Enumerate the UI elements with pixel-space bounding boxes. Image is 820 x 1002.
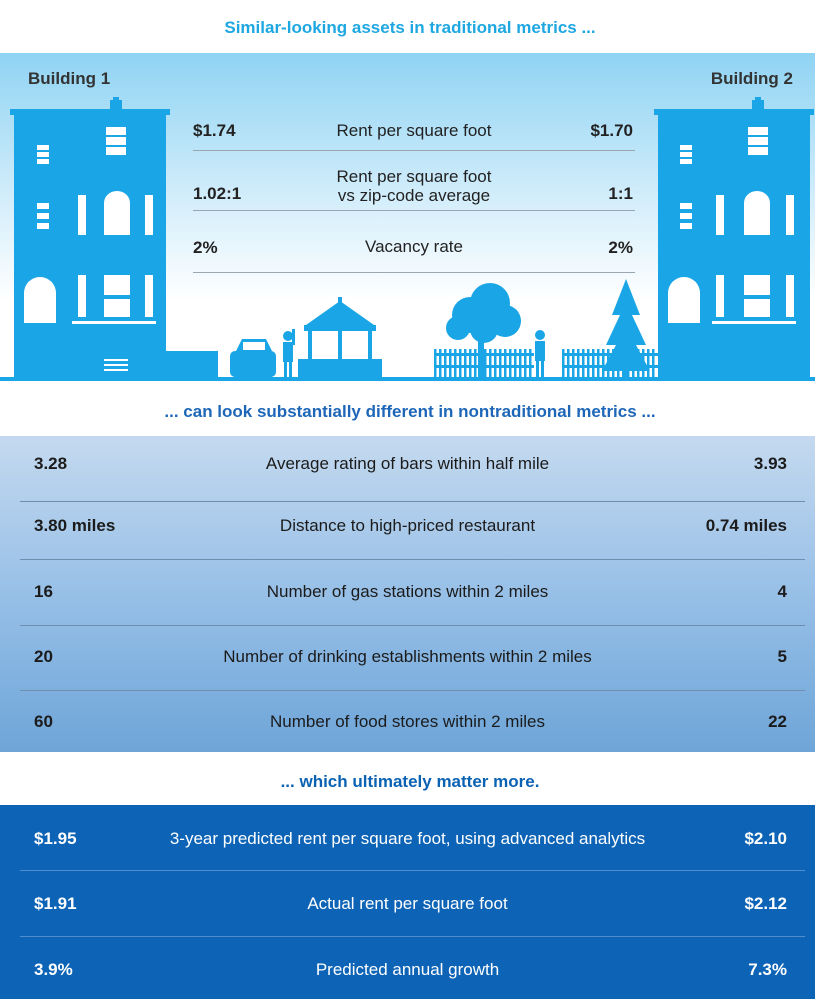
nontraditional-row: 20 Number of drinking establishments wit… xyxy=(20,625,805,691)
building-1-illustration xyxy=(10,97,170,379)
metric-label: Distance to high-priced restaurant xyxy=(279,516,536,535)
nontraditional-row: 3.80 miles Distance to high-priced resta… xyxy=(20,494,805,560)
car-illustration xyxy=(230,339,276,380)
fence-picket xyxy=(572,349,575,379)
building-2-value: 1:1 xyxy=(608,184,633,203)
building-2-illustration xyxy=(654,97,814,379)
fence-picket xyxy=(484,349,487,379)
tree-illustration xyxy=(446,283,521,379)
metric-label: Vacancy rate xyxy=(365,237,463,256)
fence-picket xyxy=(469,349,472,379)
fence-picket xyxy=(647,349,650,379)
nontraditional-metrics-section: 3.28 Average rating of bars within half … xyxy=(0,436,815,752)
metric-label: Predicted annual growth xyxy=(315,960,500,979)
building-1-value: 3.28 xyxy=(34,454,68,473)
fence-picket xyxy=(449,349,452,379)
building-2-value: $2.12 xyxy=(744,894,787,913)
fence-picket xyxy=(494,349,497,379)
predicted-row: $1.95 3-year predicted rent per square f… xyxy=(20,805,805,871)
building-1-value: 1.02:1 xyxy=(193,184,242,203)
fence-picket xyxy=(582,349,585,379)
fence-picket xyxy=(529,349,532,379)
nontraditional-row: 3.28 Average rating of bars within half … xyxy=(20,436,805,502)
ground-line xyxy=(0,377,815,381)
heading-conclusion: ... which ultimately matter more. xyxy=(280,772,540,791)
fence-picket xyxy=(524,349,527,379)
fence-picket xyxy=(514,349,517,379)
fence-picket xyxy=(434,349,437,379)
building-2-value: 3.93 xyxy=(753,454,787,473)
building-2-value: 5 xyxy=(777,647,787,666)
fence-picket xyxy=(587,349,590,379)
fence-picket xyxy=(439,349,442,379)
fence-picket xyxy=(519,349,522,379)
building-1-value: $1.74 xyxy=(193,121,236,140)
traditional-metrics-section: Building 1 Building 2 $1.74 Rent per squ… xyxy=(0,53,815,383)
fence-picket xyxy=(454,349,457,379)
traditional-row: $1.74 Rent per square foot $1.70 xyxy=(193,109,635,151)
standing-person-illustration xyxy=(535,330,545,379)
building-2-value: 4 xyxy=(777,582,787,601)
building-2-label: Building 2 xyxy=(710,69,793,88)
building-2-value: 22 xyxy=(768,712,787,731)
pine-tree-illustration xyxy=(602,279,650,379)
building-1-value: 2% xyxy=(193,238,218,257)
fence-picket xyxy=(444,349,447,379)
fence-picket xyxy=(602,349,605,379)
building-2-value: 0.74 miles xyxy=(705,516,787,535)
metric-label: Number of drinking establishments within… xyxy=(223,647,592,666)
building-2-value: $1.70 xyxy=(590,121,633,140)
building-2-value: 2% xyxy=(608,238,633,257)
fence-picket xyxy=(464,349,467,379)
fence-picket xyxy=(504,349,507,379)
metric-label: Number of food stores within 2 miles xyxy=(270,712,545,731)
metric-label-line-2: vs zip-code average xyxy=(337,186,491,205)
building-1-value: 3.80 miles xyxy=(34,516,116,535)
predicted-row: $1.91 Actual rent per square foot $2.12 xyxy=(20,871,805,937)
heading-nontraditional: ... can look substantially different in … xyxy=(164,402,656,421)
fence-picket xyxy=(509,349,512,379)
building-1-label: Building 1 xyxy=(28,69,111,88)
building-1-value: $1.91 xyxy=(34,894,77,913)
metric-label-line-1: Rent per square foot xyxy=(336,167,492,186)
person-illustration xyxy=(283,329,295,379)
fence-picket xyxy=(592,349,595,379)
fence-picket xyxy=(499,349,502,379)
metric-label: Rent per square foot xyxy=(336,121,492,140)
street-scene-illustration xyxy=(0,97,815,381)
predicted-metrics-section: $1.95 3-year predicted rent per square f… xyxy=(0,805,815,999)
nontraditional-row: 60 Number of food stores within 2 miles … xyxy=(20,691,805,756)
building-1-value: 16 xyxy=(34,582,53,601)
heading-traditional: Similar-looking assets in traditional me… xyxy=(224,18,596,37)
fence-picket xyxy=(652,349,655,379)
metric-label: Average rating of bars within half mile xyxy=(265,454,550,473)
gazebo-illustration xyxy=(298,297,382,379)
metric-label: Rent per square foot vs zip-code average xyxy=(273,167,555,205)
building-1-value: $1.95 xyxy=(34,829,77,848)
fence-picket xyxy=(562,349,565,379)
metric-label: 3-year predicted rent per square foot, u… xyxy=(169,829,646,848)
building-2-value: 7.3% xyxy=(748,960,787,979)
building-1-value: 60 xyxy=(34,712,53,731)
fence-picket xyxy=(577,349,580,379)
predicted-row: 3.9% Predicted annual growth 7.3% xyxy=(20,937,805,1002)
metric-label: Actual rent per square foot xyxy=(307,894,508,913)
fence-picket xyxy=(567,349,570,379)
building-2-value: $2.10 xyxy=(744,829,787,848)
building-1-value: 3.9% xyxy=(34,960,73,979)
fence-picket xyxy=(597,349,600,379)
building-1-value: 20 xyxy=(34,647,53,666)
metric-label: Number of gas stations within 2 miles xyxy=(266,582,549,601)
fence-picket xyxy=(474,349,477,379)
fence-picket xyxy=(489,349,492,379)
traditional-row: 2% Vacancy rate 2% xyxy=(193,210,635,273)
nontraditional-row: 16 Number of gas stations within 2 miles… xyxy=(20,560,805,626)
traditional-row: 1.02:1 Rent per square foot vs zip-code … xyxy=(193,150,635,211)
fence-picket xyxy=(459,349,462,379)
